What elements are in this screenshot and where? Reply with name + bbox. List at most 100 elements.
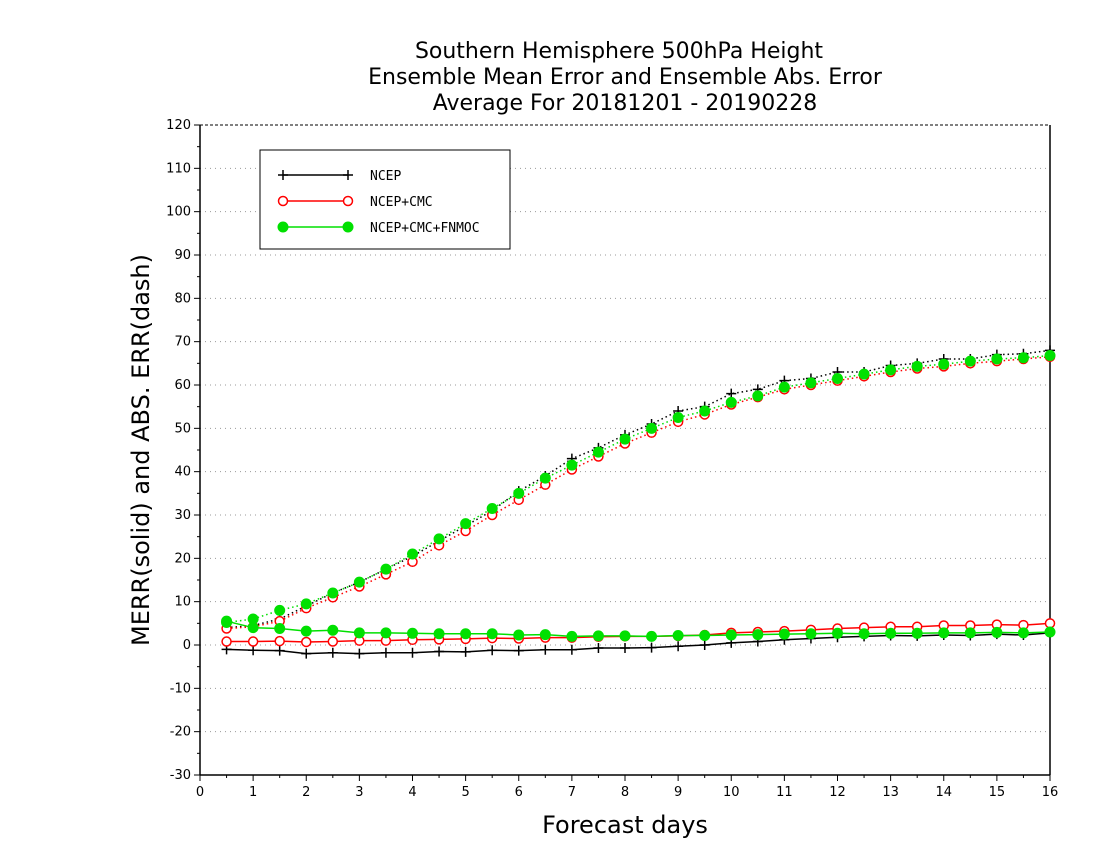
- data-point-plus: [646, 642, 657, 653]
- data-point-dot: [938, 627, 950, 639]
- legend-marker-dot-icon: [342, 221, 354, 233]
- series-ncep-cmc: [221, 351, 1056, 648]
- x-tick-label: 2: [302, 785, 310, 800]
- x-tick-label: 1: [249, 785, 257, 800]
- title-line-2: Ensemble Mean Error and Ensemble Abs. Er…: [368, 65, 883, 90]
- data-point-dot: [805, 628, 817, 640]
- data-point-plus: [434, 646, 445, 657]
- data-point-dot: [592, 446, 604, 458]
- data-point-dot: [885, 364, 897, 376]
- data-point-dot: [858, 628, 870, 640]
- y-tick-label: 0: [183, 638, 191, 653]
- series-ncep: [221, 345, 1055, 659]
- data-point-dot: [885, 627, 897, 639]
- data-point-plus: [566, 644, 577, 655]
- data-point-dot: [1044, 626, 1056, 638]
- data-point-dot: [1017, 627, 1029, 639]
- data-point-dot: [300, 598, 312, 610]
- legend-label-ncep-cmc-fnmoc: NCEP+CMC+FNMOC: [370, 221, 480, 236]
- x-tick-label: 14: [935, 785, 952, 800]
- data-point-dot: [566, 630, 578, 642]
- x-tick-label: 7: [568, 785, 576, 800]
- data-point-dot: [646, 630, 658, 642]
- x-tick-label: 9: [674, 785, 682, 800]
- data-point-dot: [407, 548, 418, 560]
- x-tick-label: 12: [829, 785, 846, 800]
- legend-label-ncep: NCEP: [370, 169, 401, 184]
- y-tick-label: 90: [174, 248, 191, 263]
- data-point-plus: [620, 643, 630, 654]
- x-tick-label: 15: [989, 785, 1006, 800]
- y-tick-label: 10: [174, 595, 191, 610]
- data-point-plus: [301, 648, 312, 659]
- y-tick-label: -30: [170, 768, 191, 783]
- data-point-dot: [619, 433, 631, 445]
- legend-item-ncep-cmc: NCEP+CMC: [277, 195, 433, 210]
- data-point-plus: [673, 641, 684, 652]
- merr-line: [226, 620, 1051, 638]
- abserr-line: [226, 354, 1051, 624]
- y-tick-label: 20: [174, 551, 191, 566]
- data-point-dot: [832, 373, 843, 384]
- abserr-line: [226, 349, 1051, 629]
- data-point-plus: [593, 643, 604, 654]
- data-point-dot: [832, 627, 843, 639]
- data-point-dot: [592, 630, 604, 642]
- data-point-dot: [274, 604, 286, 616]
- data-point-plus: [513, 645, 524, 656]
- data-point-dot: [327, 624, 339, 636]
- legend: NCEP NCEP+CMC NCEP+CMC+FNMOC: [259, 149, 511, 250]
- data-point-dot: [353, 576, 365, 588]
- legend-marker-plus-icon: [278, 170, 288, 180]
- data-point-dot: [539, 629, 551, 641]
- data-point-dot: [407, 627, 418, 639]
- data-point-dot: [380, 563, 392, 575]
- title-line-1: Southern Hemisphere 500hPa Height: [415, 39, 823, 64]
- data-point-dot: [991, 626, 1003, 638]
- data-point-dot: [752, 629, 764, 641]
- x-tick-label: 6: [515, 785, 523, 800]
- data-point-dot: [247, 613, 259, 625]
- y-tick-label: 110: [166, 161, 191, 176]
- chart-title: Southern Hemisphere 500hPa Height Ensemb…: [368, 39, 883, 116]
- data-point-plus: [540, 644, 551, 655]
- data-point-dot: [460, 518, 472, 530]
- data-point-plus: [274, 645, 285, 656]
- data-point-dot: [380, 627, 392, 639]
- data-point-plus: [248, 645, 259, 656]
- data-point-dot: [858, 368, 870, 380]
- data-point-dot: [566, 459, 578, 471]
- data-point-plus: [487, 645, 498, 656]
- y-tick-label: 40: [174, 465, 191, 480]
- y-tick-label: 120: [166, 118, 191, 133]
- data-point-dot: [619, 630, 631, 642]
- data-point-dot: [725, 629, 737, 641]
- data-point-plus: [460, 646, 471, 657]
- data-point-circle: [247, 636, 259, 647]
- y-tick-label: 30: [174, 508, 191, 523]
- data-point-dot: [911, 627, 923, 639]
- x-tick-label: 10: [723, 785, 740, 800]
- y-tick-label: 50: [174, 421, 191, 436]
- data-point-dot: [991, 353, 1003, 365]
- data-point-dot: [486, 628, 498, 640]
- data-point-circle: [221, 636, 232, 647]
- x-axis-label: Forecast days: [542, 811, 708, 839]
- data-point-dot: [725, 396, 737, 408]
- y-tick-label: 70: [174, 335, 191, 350]
- data-point-dot: [460, 628, 472, 640]
- data-point-circle: [327, 636, 339, 647]
- data-point-dot: [513, 487, 525, 499]
- data-point-dot: [699, 629, 711, 641]
- x-tick-label: 8: [621, 785, 629, 800]
- data-point-dot: [964, 355, 976, 367]
- data-point-dot: [778, 628, 790, 640]
- legend-marker-plus-icon: [343, 170, 353, 180]
- x-tick-label: 0: [196, 785, 204, 800]
- data-point-dot: [699, 405, 711, 417]
- data-point-dot: [486, 503, 498, 514]
- legend-marker-dot-icon: [277, 221, 289, 233]
- x-tick-label: 11: [776, 785, 793, 800]
